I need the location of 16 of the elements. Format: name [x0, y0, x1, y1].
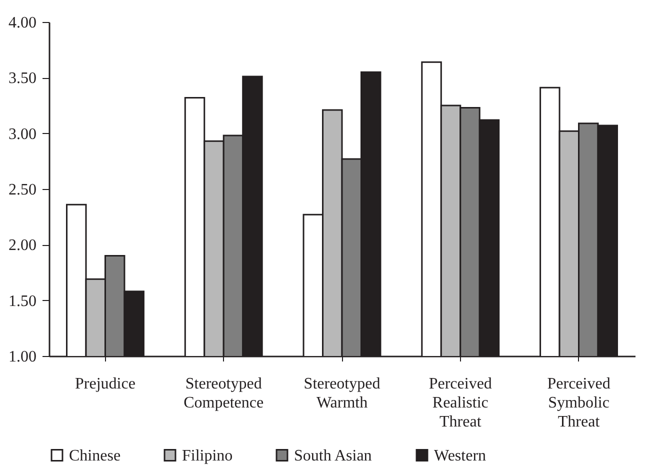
y-tick-label: 1.00	[8, 348, 36, 366]
y-tick-label: 2.00	[8, 237, 36, 254]
y-tick-label: 2.50	[8, 182, 36, 198]
legend-label: South Asian	[294, 447, 372, 464]
legend-label: Filipino	[182, 447, 233, 464]
x-tick-label: Perceived Symbolic Threat	[547, 376, 610, 430]
x-tick-label: Prejudice	[75, 376, 136, 392]
x-tick-label: Stereotyped Warmth	[304, 376, 380, 412]
legend-label: Chinese	[69, 447, 121, 464]
y-tick-label: 4.00	[8, 14, 36, 32]
legend-label: Western	[434, 447, 486, 464]
y-tick-label: 3.50	[8, 70, 36, 88]
x-tick-label: Perceived Realistic Threat	[428, 376, 492, 430]
y-tick-label: 1.50	[8, 292, 36, 310]
y-tick-label: 3.00	[8, 126, 36, 143]
x-tick-label: Stereotyped Competence	[184, 376, 264, 412]
